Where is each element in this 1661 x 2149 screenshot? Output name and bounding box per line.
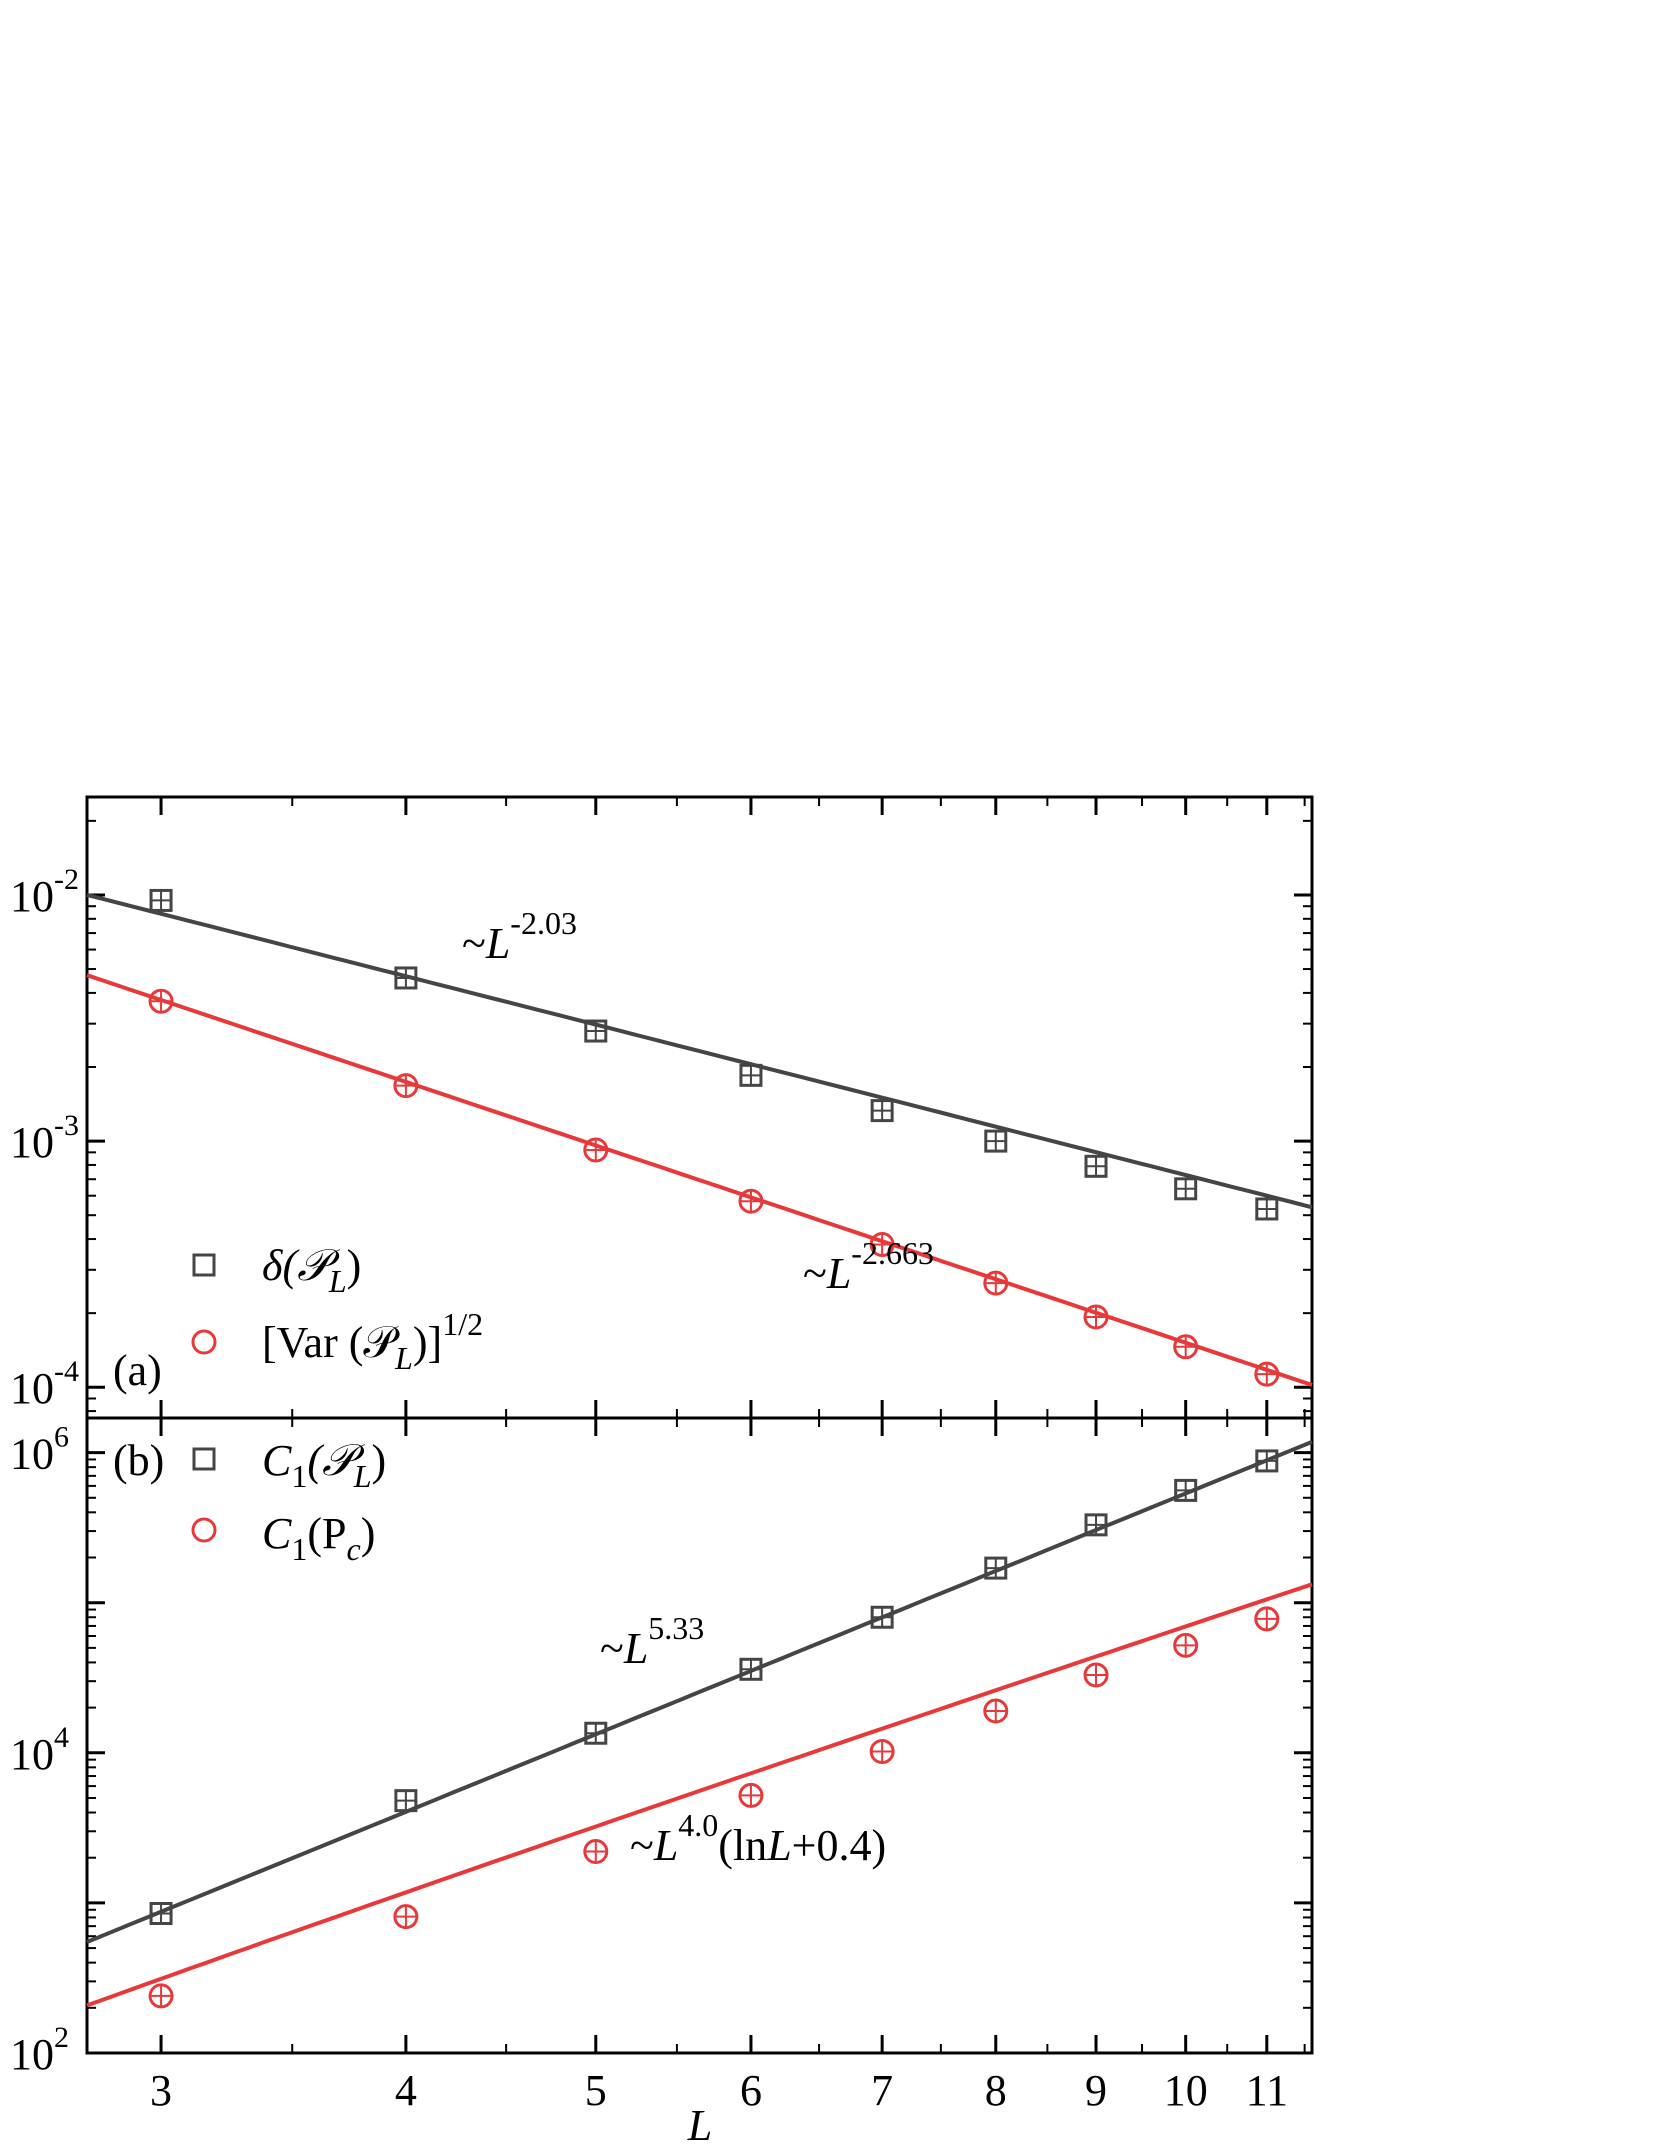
- square-marker: [1084, 1154, 1108, 1178]
- panel-b-frame: [85, 1416, 1314, 2055]
- fit-label-var: ~L-2.663: [803, 1235, 934, 1298]
- circle-marker: [148, 1983, 174, 2009]
- y-tick-label: 104: [10, 1721, 69, 1779]
- x-tick-label: 5: [585, 2066, 607, 2115]
- circle-marker: [148, 988, 174, 1014]
- x-tick-label: 7: [871, 2066, 893, 2115]
- circle-marker: [1254, 1361, 1280, 1387]
- square-marker: [1084, 1513, 1108, 1537]
- y-tick-label: 10-4: [10, 1355, 79, 1413]
- x-tick-label: 11: [1246, 2066, 1288, 2115]
- fit-label-c1-pc: ~L4.0(lnL+0.4): [630, 1807, 886, 1870]
- square-marker: [739, 1657, 763, 1681]
- x-tick-label: 9: [1085, 2066, 1107, 2115]
- panel-a: 10-2 10-3 10-4 (a) ~L-2.03 ~L-2.663 δ(𝒫L) …: [10, 795, 1314, 1420]
- circle-marker: [583, 1137, 609, 1163]
- circle-marker: [983, 1698, 1009, 1724]
- square-marker: [984, 1129, 1008, 1153]
- x-tick-label: 8: [985, 2066, 1007, 2115]
- y-tick-label: 10-2: [10, 863, 79, 921]
- square-marker: [1255, 1197, 1279, 1221]
- panel-b-markers: [148, 1449, 1280, 2009]
- y-tick-label: 102: [10, 2021, 69, 2079]
- legend-label-var: [Var (𝒫L)]1/2: [262, 1306, 483, 1376]
- square-marker: [149, 1901, 173, 1925]
- square-marker: [739, 1063, 763, 1087]
- fit-line: [86, 1582, 1313, 2008]
- legend-label-c1-pl: C1(𝒫L): [262, 1436, 386, 1494]
- circle-marker: [1083, 1662, 1109, 1688]
- circle-marker: [1173, 1632, 1199, 1658]
- y-tick-label: 106: [10, 1421, 69, 1479]
- panel-a-y-tick-labels: 10-2 10-3 10-4: [10, 863, 79, 1413]
- square-marker: [149, 888, 173, 912]
- square-marker: [394, 1789, 418, 1813]
- circle-marker: [393, 1073, 419, 1099]
- square-marker: [584, 1019, 608, 1043]
- square-marker: [870, 1605, 894, 1629]
- legend-square-marker: [192, 1447, 216, 1471]
- panel-b-label: (b): [113, 1436, 164, 1485]
- fit-label-c1-pl: ~L5.33: [600, 1610, 704, 1673]
- legend-circle-marker: [191, 1517, 217, 1543]
- square-marker: [1255, 1449, 1279, 1473]
- legend-label-c1-pc: C1(Pc): [262, 1509, 375, 1567]
- panel-a-markers: [148, 888, 1280, 1387]
- square-marker: [1174, 1177, 1198, 1201]
- square-marker: [984, 1556, 1008, 1580]
- panel-b-y-tick-labels: 106 104 102: [10, 1421, 69, 2079]
- x-tick-label: 10: [1164, 2066, 1208, 2115]
- panel-b-ticks: [87, 1418, 1312, 2055]
- y-tick-label: 10-3: [10, 1109, 79, 1167]
- panel-a-fit-lines: [86, 892, 1313, 1387]
- circle-marker: [738, 1782, 764, 1808]
- legend-square-marker: [192, 1253, 216, 1277]
- fit-label-delta: ~L-2.03: [462, 905, 577, 968]
- panel-b-fit-lines: [86, 1440, 1313, 2008]
- circle-marker: [869, 1739, 895, 1765]
- x-tick-label: 6: [740, 2066, 762, 2115]
- panel-a-legend: δ(𝒫L) [Var (𝒫L)]1/2: [191, 1241, 483, 1376]
- x-tick-label: 3: [150, 2066, 172, 2115]
- circle-marker: [1173, 1334, 1199, 1360]
- x-tick-labels: 3 4 5 6 7 8 9 10 11: [150, 2066, 1288, 2115]
- circle-marker: [393, 1904, 419, 1930]
- legend-label-delta: δ(𝒫L): [262, 1241, 361, 1299]
- panel-b: 106 104 102 3 4 5 6 7 8 9 10 11 (b) ~L5.33 ~L4.0(l…: [10, 1416, 1314, 2149]
- circle-marker: [1254, 1606, 1280, 1632]
- panel-a-label: (a): [113, 1346, 162, 1395]
- x-axis-label: L: [687, 2101, 712, 2149]
- legend-circle-marker: [191, 1329, 217, 1355]
- fit-line: [86, 1440, 1313, 1944]
- circle-marker: [983, 1270, 1009, 1296]
- panel-a-ticks: [87, 797, 1312, 1418]
- square-marker: [584, 1721, 608, 1745]
- circle-marker: [869, 1232, 895, 1258]
- circle-marker: [583, 1838, 609, 1864]
- square-marker: [870, 1099, 894, 1123]
- circle-marker: [1083, 1304, 1109, 1330]
- panel-b-legend: C1(𝒫L) C1(Pc): [191, 1436, 386, 1567]
- square-marker: [394, 966, 418, 990]
- square-marker: [1174, 1478, 1198, 1502]
- circle-marker: [738, 1188, 764, 1214]
- fit-line: [86, 892, 1313, 1210]
- x-tick-label: 4: [395, 2066, 417, 2115]
